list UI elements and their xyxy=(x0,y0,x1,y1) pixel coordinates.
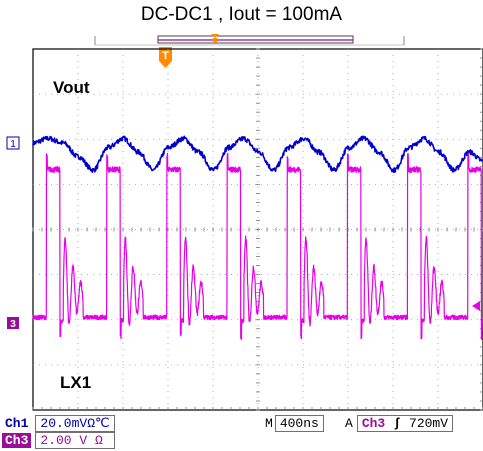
timebase-prefix: M xyxy=(265,416,273,431)
ch3-status: Ch3 2.00 V Ω xyxy=(2,432,116,449)
ch3-ground-marker: 3 xyxy=(7,317,19,330)
timebase-status: M 400ns xyxy=(265,415,324,432)
graticule-grid xyxy=(32,48,483,411)
chart-title: DC-DC1 , Iout = 100mA xyxy=(140,4,343,25)
vout-trace xyxy=(32,135,483,174)
record-bar xyxy=(94,34,405,46)
trigger-mode: A xyxy=(345,416,353,431)
trigger-source: Ch3 xyxy=(361,416,386,431)
lx1-label: LX1 xyxy=(60,373,91,392)
ch3-scale: 2.00 V Ω xyxy=(35,432,116,449)
trigger-level: 720mV xyxy=(409,416,449,431)
trigger-settings: Ch3 ʃ 720mV xyxy=(356,415,454,432)
ch1-status: Ch1 20.0mVΩ℃ xyxy=(2,415,116,432)
trigger-slope-icon: ʃ xyxy=(393,416,402,431)
vout-label: Vout xyxy=(53,78,90,97)
ch3-tag: Ch3 xyxy=(2,433,32,448)
ch1-marker-label: 1 xyxy=(10,139,16,150)
trigger-marker-label: T xyxy=(162,50,169,62)
trigger-level-arrow xyxy=(472,301,480,311)
oscilloscope-screen: T 1 3 Vout LX1 xyxy=(6,34,483,411)
trigger-status: A Ch3 ʃ 720mV xyxy=(345,415,454,432)
ch1-tag: Ch1 xyxy=(5,416,29,431)
ch1-scale: 20.0mVΩ℃ xyxy=(35,415,116,432)
trigger-marker: T xyxy=(159,47,172,68)
ch3-marker-label: 3 xyxy=(10,319,16,330)
lx1-trace xyxy=(32,152,483,341)
status-bar: Ch1 20.0mVΩ℃ Ch3 2.00 V Ω M 400ns A Ch3 … xyxy=(0,413,483,451)
ch1-ground-marker: 1 xyxy=(6,136,20,150)
timebase-value: 400ns xyxy=(274,415,324,432)
